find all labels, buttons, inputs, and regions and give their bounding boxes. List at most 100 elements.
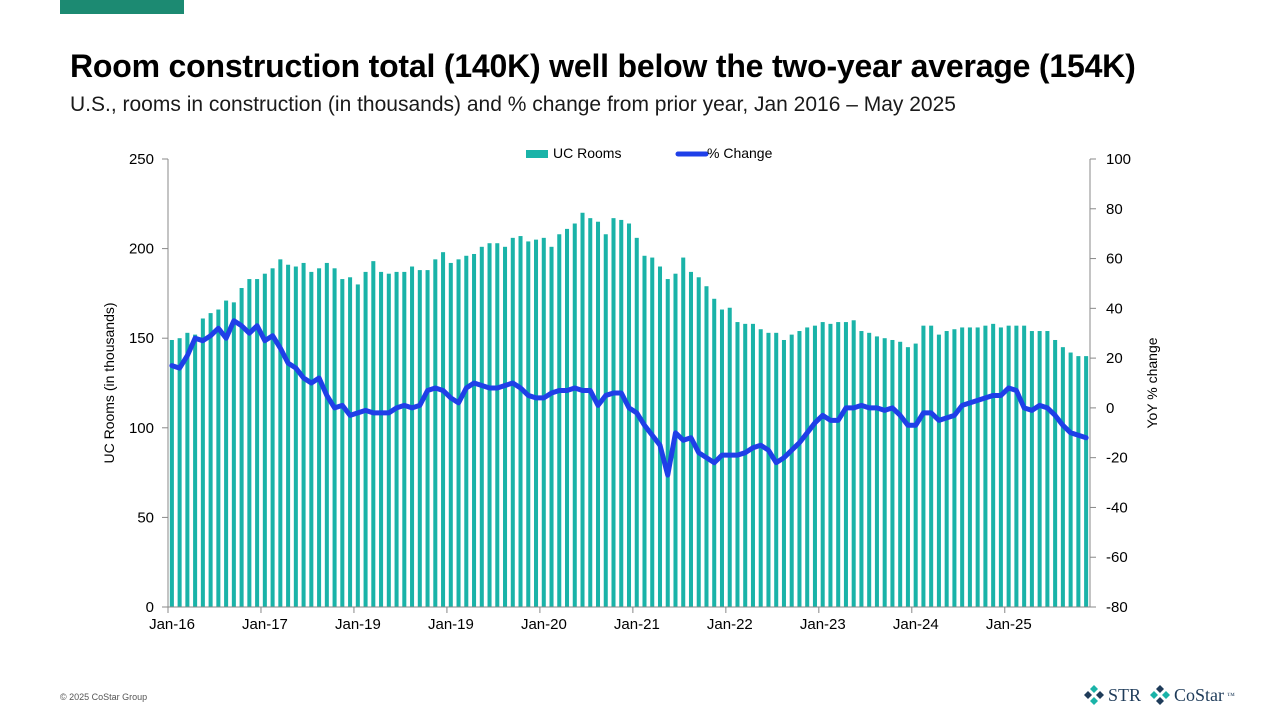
bar-uc-rooms: [270, 268, 275, 607]
bar-uc-rooms: [262, 273, 267, 607]
bar-uc-rooms: [503, 246, 508, 607]
bar-uc-rooms: [1037, 331, 1042, 607]
page-title: Room construction total (140K) well belo…: [70, 48, 1136, 84]
x-tick-label: Jan-20: [521, 616, 567, 633]
x-tick-label: Jan-25: [986, 616, 1032, 633]
bar-uc-rooms: [820, 322, 825, 607]
bar-uc-rooms: [1014, 325, 1019, 607]
bar-uc-rooms: [332, 268, 337, 607]
bar-uc-rooms: [425, 270, 430, 607]
y-tick-label: 250: [129, 151, 154, 168]
legend-label-uc-rooms: UC Rooms: [553, 145, 621, 161]
bar-uc-rooms: [781, 339, 786, 607]
bar-uc-rooms: [572, 223, 577, 607]
bar-uc-rooms: [611, 218, 616, 607]
bar-uc-rooms: [1053, 339, 1058, 607]
bar-uc-rooms: [224, 300, 229, 607]
bar-uc-rooms: [541, 237, 546, 607]
x-tick-label: Jan-16: [149, 616, 195, 633]
bar-uc-rooms: [890, 339, 895, 607]
y2-tick-label: 40: [1106, 300, 1123, 317]
y2-tick-label: 60: [1106, 251, 1123, 268]
footer-logos: STR CoStar ™: [1083, 684, 1235, 706]
bar-uc-rooms: [1060, 347, 1065, 607]
bar-uc-rooms: [681, 257, 686, 607]
bar-uc-rooms: [487, 243, 492, 607]
y2-tick-label: -60: [1106, 549, 1128, 566]
bar-uc-rooms: [975, 327, 980, 607]
bar-uc-rooms: [1022, 325, 1027, 607]
bar-uc-rooms: [789, 334, 794, 607]
bar-uc-rooms: [464, 255, 469, 607]
bar-uc-rooms: [239, 288, 244, 607]
bar-uc-rooms: [619, 219, 624, 607]
y-tick-label: 0: [146, 599, 154, 616]
x-tick-label: Jan-21: [614, 616, 660, 633]
bar-uc-rooms: [859, 331, 864, 607]
bar-uc-rooms: [193, 334, 198, 607]
bar-uc-rooms: [735, 322, 740, 607]
bar-uc-rooms: [603, 234, 608, 607]
bar-uc-rooms: [255, 279, 260, 607]
bar-uc-rooms: [200, 318, 205, 607]
labels-layer: 0 50 100 150 200 250 -80 -60 -40 -20 0 20 40 60 80 100 J…: [129, 151, 1131, 633]
y-tick-label: 150: [129, 330, 154, 347]
bar-uc-rooms: [758, 329, 763, 607]
bar-uc-rooms: [324, 262, 329, 607]
bar-uc-rooms: [905, 347, 910, 607]
bar-uc-rooms: [588, 218, 593, 607]
costar-logo: CoStar ™: [1149, 684, 1235, 706]
str-logo: STR: [1083, 684, 1141, 706]
str-logo-icon: [1084, 685, 1104, 705]
bar-uc-rooms: [774, 332, 779, 607]
bar-uc-rooms: [998, 327, 1003, 607]
bar-uc-rooms: [642, 255, 647, 607]
y-tick-label: 100: [129, 420, 154, 437]
bar-uc-rooms: [472, 253, 477, 608]
axes-layer: [162, 158, 1096, 613]
bar-uc-rooms: [301, 262, 306, 607]
bar-uc-rooms: [510, 237, 515, 607]
bar-uc-rooms: [898, 341, 903, 607]
bar-uc-rooms: [1076, 356, 1081, 607]
bar-uc-rooms: [410, 266, 415, 607]
bar-uc-rooms: [851, 320, 856, 607]
bar-uc-rooms: [843, 322, 848, 607]
bar-uc-rooms: [874, 336, 879, 607]
bar-uc-rooms: [495, 243, 500, 607]
bar-uc-rooms: [309, 271, 314, 607]
bar-uc-rooms: [565, 228, 570, 607]
x-tick-label: Jan-19: [428, 616, 474, 633]
bar-uc-rooms: [634, 237, 639, 607]
bar-uc-rooms: [1068, 352, 1073, 607]
x-tick-label: Jan-24: [893, 616, 939, 633]
bar-uc-rooms: [936, 334, 941, 607]
bar-uc-rooms: [657, 266, 663, 607]
bar-uc-rooms: [836, 322, 841, 607]
x-tick-label: Jan-19: [335, 616, 381, 633]
bar-uc-rooms: [247, 279, 252, 607]
bar-uc-rooms: [595, 221, 601, 607]
bar-uc-rooms: [913, 343, 918, 607]
bar-uc-rooms: [882, 338, 887, 607]
bars-layer: [169, 212, 1089, 608]
bar-uc-rooms: [216, 309, 221, 607]
bar-uc-rooms: [812, 325, 817, 607]
y2-tick-label: 20: [1106, 350, 1123, 367]
bar-uc-rooms: [805, 327, 810, 607]
bar-uc-rooms: [371, 261, 376, 607]
costar-logo-icon: [1150, 685, 1171, 705]
bar-uc-rooms: [293, 266, 298, 607]
bar-uc-rooms: [526, 241, 531, 607]
bar-uc-rooms: [1045, 331, 1050, 607]
x-tick-label: Jan-17: [242, 616, 288, 633]
bar-uc-rooms: [355, 284, 360, 607]
bar-uc-rooms: [177, 338, 182, 607]
bar-uc-rooms: [185, 332, 190, 607]
bar-uc-rooms: [394, 271, 399, 607]
y2-tick-label: 100: [1106, 151, 1131, 168]
costar-logo-text: CoStar: [1174, 684, 1225, 705]
bar-uc-rooms: [534, 239, 539, 607]
bar-uc-rooms: [348, 277, 353, 607]
